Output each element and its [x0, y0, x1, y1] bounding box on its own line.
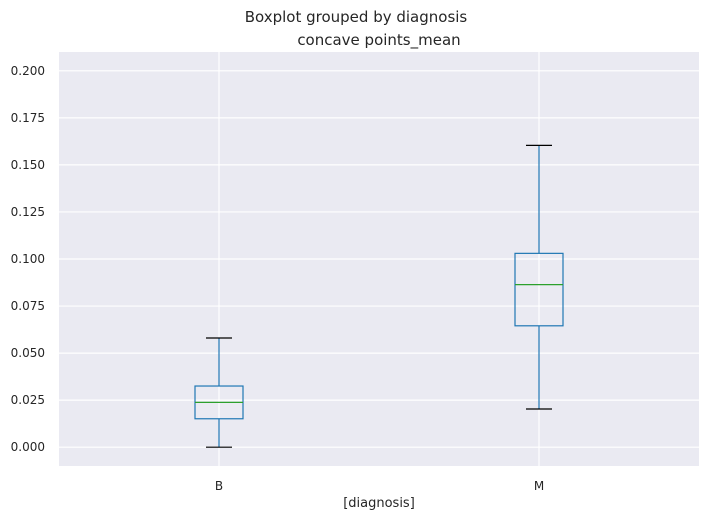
y-tick-label: 0.175 [11, 111, 45, 125]
y-tick-label: 0.100 [11, 252, 45, 266]
x-tick-label: B [215, 479, 223, 493]
boxes-layer [194, 144, 564, 448]
x-tick-label: M [534, 479, 544, 493]
y-tick-label: 0.200 [11, 64, 45, 78]
box-group-M [514, 144, 564, 410]
figure-suptitle: Boxplot grouped by diagnosis [244, 8, 468, 26]
y-tick-label: 0.000 [11, 440, 45, 454]
y-tick-label: 0.150 [11, 158, 45, 172]
y-tick-label: 0.125 [11, 205, 45, 219]
y-tick-label: 0.075 [11, 299, 45, 313]
box-group-B [194, 337, 244, 448]
y-axis-ticks: 0.000 0.025 0.050 0.075 0.100 0.125 0.150 0.175… [11, 64, 45, 454]
y-tick-label: 0.050 [11, 346, 45, 360]
chart-title: concave points_mean [297, 31, 461, 49]
x-axis-label: [diagnosis] [343, 496, 415, 511]
gridlines [59, 52, 699, 466]
y-tick-label: 0.025 [11, 393, 45, 407]
box-iqr [514, 252, 564, 327]
